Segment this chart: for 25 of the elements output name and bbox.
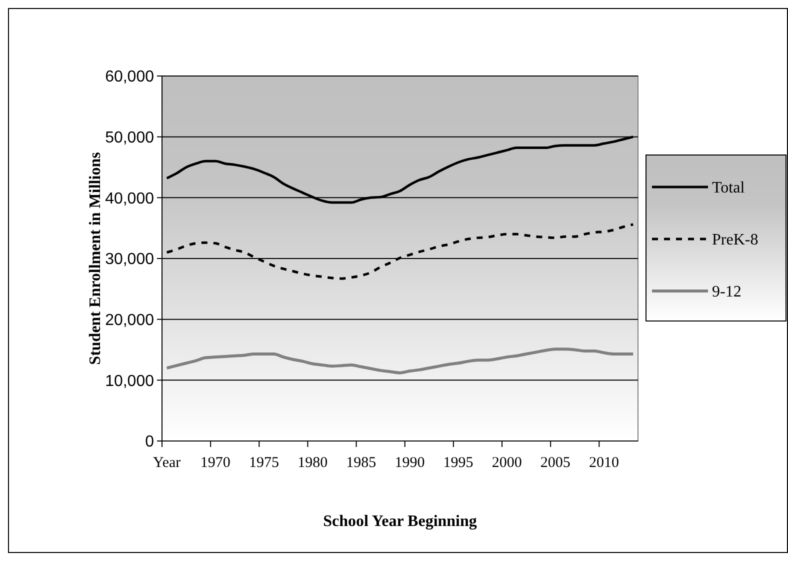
y-tick-label: 60,000 (105, 68, 154, 86)
y-tick-label: 50,000 (105, 129, 154, 146)
x-tick-label: 1990 (394, 455, 425, 471)
x-tick-label: 2000 (492, 455, 522, 471)
line-series (166, 136, 634, 204)
x-tick-label: 2005 (540, 455, 570, 471)
x-tick-label: 2010 (589, 455, 619, 471)
legend-label: Total (712, 180, 746, 197)
y-tick-label: 10,000 (105, 372, 154, 390)
line-series (165, 348, 635, 374)
legend-label: 9-12 (712, 284, 742, 301)
y-axis-title: Student Enrollment in Millions (87, 152, 104, 365)
y-tick-label: 40,000 (105, 190, 154, 208)
x-tick-label: 1995 (443, 455, 474, 471)
x-tick-label: 1970 (200, 455, 230, 471)
line-series (166, 223, 634, 280)
y-tick-label: 30,000 (105, 251, 154, 268)
x-axis-title: School Year Beginning (323, 513, 477, 530)
y-tick-label: 0 (145, 434, 154, 451)
x-tick-label: Year (153, 455, 181, 471)
legend-label: PreK-8 (712, 232, 758, 249)
x-tick-label: 1980 (298, 455, 328, 471)
x-tick-label: 1975 (249, 455, 279, 471)
x-tick-label: 1985 (346, 455, 376, 471)
y-tick-label: 20,000 (105, 312, 154, 329)
